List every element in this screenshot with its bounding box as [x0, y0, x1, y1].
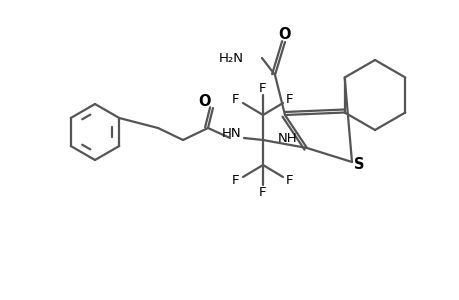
Text: S: S [353, 157, 364, 172]
Text: O: O [198, 94, 211, 109]
Text: F: F [259, 82, 266, 94]
Text: NH: NH [278, 131, 297, 145]
Text: F: F [232, 175, 239, 188]
Text: F: F [285, 175, 293, 188]
Text: F: F [259, 185, 266, 199]
Text: H₂N: H₂N [218, 52, 243, 64]
Text: F: F [285, 92, 293, 106]
Text: HN: HN [222, 127, 241, 140]
Text: O: O [278, 26, 291, 41]
Text: F: F [232, 92, 239, 106]
